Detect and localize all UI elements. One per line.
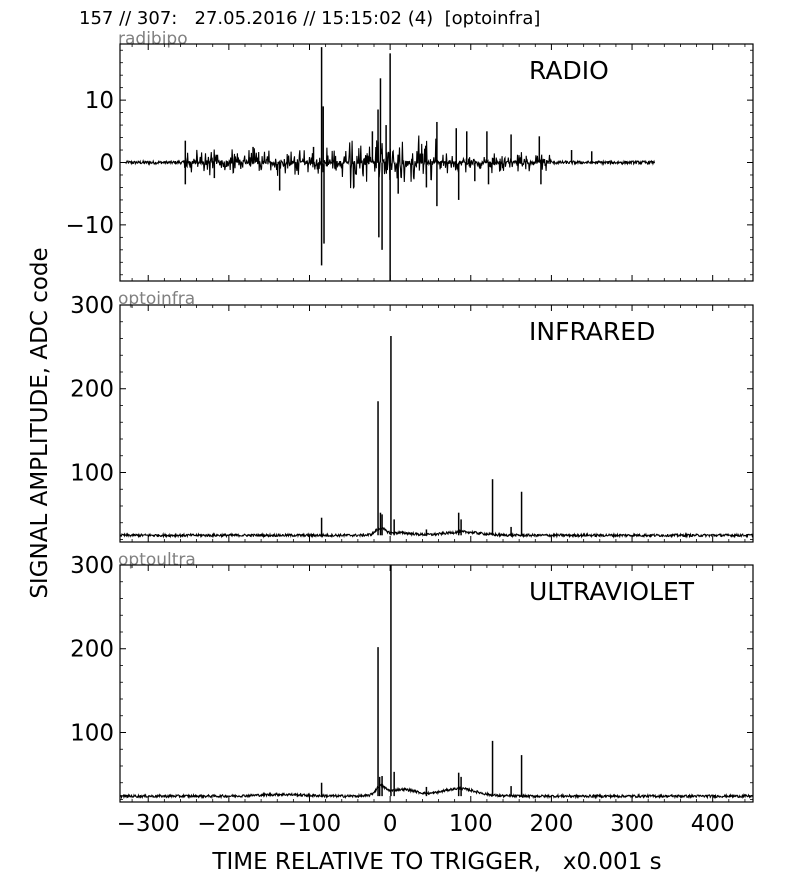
panel-label-radio: RADIO	[529, 56, 609, 85]
x-tick-label: −200	[197, 811, 260, 837]
x-tick-label: 0	[383, 811, 398, 837]
y-tick-label: 300	[70, 293, 114, 319]
panel-label-ultraviolet: ULTRAVIOLET	[529, 577, 695, 606]
y-tick-label: 200	[70, 637, 114, 663]
panel-infrared: optoinfra INFRARED 100 200 300	[70, 289, 754, 543]
y-tick-label: 100	[70, 460, 114, 486]
x-tick-label: 400	[691, 811, 735, 837]
x-tick-label: 300	[610, 811, 654, 837]
signal-trace-infrared	[120, 526, 753, 539]
y-tick-label: −10	[65, 213, 114, 239]
plot-frame-ultraviolet	[119, 564, 754, 803]
x-tick-label: 200	[529, 811, 573, 837]
channel-name-radio: radibipo	[118, 29, 188, 49]
y-tick-label: 300	[70, 553, 114, 579]
signal-trace-ultraviolet	[120, 783, 753, 800]
x-tick-label: 100	[449, 811, 493, 837]
y-tick-label: 0	[99, 151, 114, 177]
plot-frame-infrared	[119, 304, 754, 543]
x-tick-label: −100	[278, 811, 341, 837]
y-tick-label: 100	[70, 720, 114, 746]
chart-header: 157 // 307: 27.05.2016 // 15:15:02 (4) […	[79, 8, 541, 29]
channel-name-infrared: optoinfra	[118, 289, 195, 309]
panel-radio: radibipo RADIO −10 0 10	[65, 29, 754, 282]
x-axis-label: TIME RELATIVE TO TRIGGER, x0.001 s	[212, 849, 662, 875]
y-tick-label: 200	[70, 377, 114, 403]
x-tick-label: −300	[117, 811, 180, 837]
panel-label-infrared: INFRARED	[529, 317, 655, 346]
panel-ultraviolet: optoultra ULTRAVIOLET 100 200 300 −300 −200−…	[70, 550, 754, 837]
channel-name-ultraviolet: optoultra	[118, 550, 196, 570]
y-tick-label: 10	[85, 88, 114, 114]
